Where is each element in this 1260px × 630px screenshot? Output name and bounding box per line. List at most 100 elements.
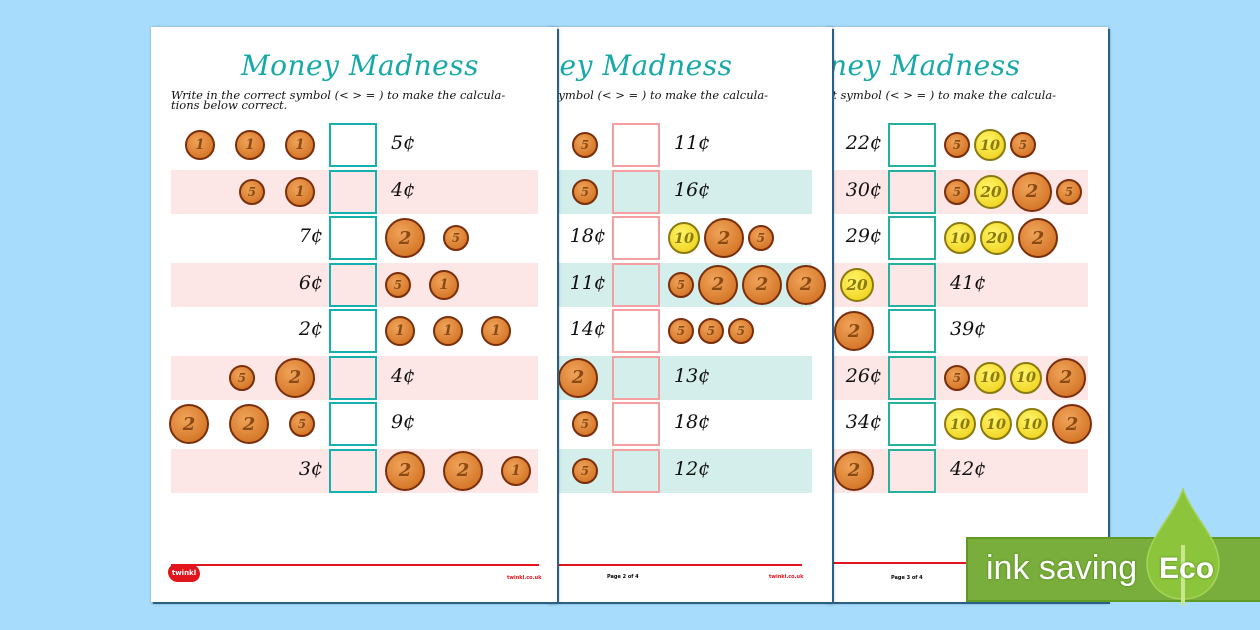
coin-2-cent: 2 (169, 404, 209, 444)
coin-2-cent: 2 (1052, 404, 1092, 444)
worksheet-page-3: ney Madness ect symbol (< > = ) to make … (825, 27, 1108, 602)
amount-left: 3¢ (298, 457, 323, 480)
amount-right: 4¢ (391, 178, 416, 201)
coin-5-cent: 5 (239, 178, 265, 205)
answer-box[interactable] (329, 262, 377, 307)
coin-5-cent: 5 (572, 132, 598, 158)
coin-5-cent: 5 (728, 318, 754, 344)
coin-10-cent: 10 (1016, 408, 1048, 440)
coin-5-cent: 5 (443, 225, 469, 251)
answer-box[interactable] (888, 355, 936, 400)
footer-line (547, 564, 802, 566)
coin-5-cent: 5 (572, 178, 598, 205)
coin-20-cent: 20 (840, 267, 874, 302)
coin-2-cent: 2 (834, 450, 874, 491)
answer-box[interactable] (612, 169, 660, 214)
answer-box[interactable] (329, 123, 377, 167)
coin-1-cent: 1 (285, 176, 315, 207)
answer-box[interactable] (888, 216, 936, 260)
twinkl-logo: twinkl (168, 564, 200, 582)
answer-box[interactable] (612, 402, 660, 446)
answer-box[interactable] (888, 262, 936, 307)
answer-box[interactable] (888, 123, 936, 167)
answer-box[interactable] (612, 355, 660, 400)
coin-1-cent: 1 (185, 130, 215, 160)
instructions: ect symbol (< > = ) to make the calcula-… (547, 88, 769, 102)
coin-1-cent: 1 (433, 316, 463, 346)
worksheet-page-1: Money Madness Write in the correct symbo… (151, 27, 557, 602)
coin-10-cent: 10 (944, 222, 976, 254)
coin-5-cent: 5 (289, 411, 315, 437)
site-link[interactable]: twinkl.co.uk (507, 575, 542, 581)
answer-box[interactable] (888, 169, 936, 214)
amount-left: 18¢ (569, 225, 606, 247)
answer-box[interactable] (612, 309, 660, 353)
answer-box[interactable] (612, 123, 660, 167)
amount-left: 14¢ (569, 318, 606, 340)
coin-5-cent: 5 (944, 178, 970, 205)
coin-5-cent: 5 (1010, 132, 1036, 158)
coin-10-cent: 10 (980, 408, 1012, 440)
footer-line (171, 564, 539, 566)
coin-20-cent: 20 (974, 174, 1008, 209)
page-number: Page 2 of 4 (607, 574, 639, 580)
coin-5-cent: 5 (698, 318, 724, 344)
coin-5-cent: 5 (668, 271, 694, 298)
instructions: ect symbol (< > = ) to make the calcula-… (825, 88, 1057, 111)
answer-box[interactable] (888, 448, 936, 493)
coin-5-cent: 5 (944, 132, 970, 158)
leaf-icon (1146, 487, 1220, 605)
answer-box[interactable] (329, 448, 377, 493)
instructions: Write in the correct symbol (< > = ) to … (171, 88, 506, 112)
row-stripe (171, 169, 538, 214)
coin-2-cent: 2 (786, 264, 826, 305)
amount-left: 22¢ (845, 132, 882, 154)
coin-10-cent: 10 (668, 222, 700, 254)
answer-box[interactable] (329, 216, 377, 260)
answer-box[interactable] (888, 402, 936, 446)
amount-right: 42¢ (950, 457, 987, 480)
coin-20-cent: 20 (980, 221, 1014, 255)
amount-left: 29¢ (845, 225, 882, 247)
amount-left: 6¢ (298, 271, 323, 294)
coin-1-cent: 1 (501, 455, 531, 486)
coin-2-cent: 2 (1012, 171, 1052, 212)
answer-box[interactable] (888, 309, 936, 353)
answer-box[interactable] (612, 262, 660, 307)
answer-box[interactable] (612, 448, 660, 493)
site-link[interactable]: twinkl.co.uk (769, 574, 804, 580)
coin-2-cent: 2 (704, 218, 744, 258)
answer-box[interactable] (329, 402, 377, 446)
page-title: ney Madness (547, 49, 733, 82)
amount-right: 41¢ (950, 271, 987, 294)
coin-2-cent: 2 (1018, 218, 1058, 258)
footer-line (825, 562, 1090, 564)
amount-left: 7¢ (298, 225, 323, 247)
coin-2-cent: 2 (275, 357, 315, 398)
amount-left: 34¢ (845, 411, 882, 433)
page-title: Money Madness (241, 49, 479, 82)
coin-1-cent: 1 (481, 316, 511, 346)
amount-right: 4¢ (391, 364, 416, 387)
amount-left: 30¢ (845, 178, 882, 201)
coin-5-cent: 5 (385, 271, 411, 298)
amount-right: 16¢ (674, 178, 711, 201)
amount-right: 12¢ (674, 457, 711, 480)
coin-2-cent: 2 (385, 450, 425, 491)
amount-left: 26¢ (845, 364, 882, 387)
coin-1-cent: 1 (235, 130, 265, 160)
answer-box[interactable] (612, 216, 660, 260)
coin-5-cent: 5 (944, 364, 970, 391)
coin-5-cent: 5 (572, 457, 598, 484)
coin-5-cent: 5 (229, 364, 255, 391)
coin-2-cent: 2 (1046, 357, 1086, 398)
answer-box[interactable] (329, 355, 377, 400)
answer-box[interactable] (329, 169, 377, 214)
coin-5-cent: 5 (1056, 178, 1082, 205)
answer-box[interactable] (329, 309, 377, 353)
amount-right: 39¢ (950, 318, 987, 340)
coin-2-cent: 2 (834, 311, 874, 351)
coin-2-cent: 2 (385, 218, 425, 258)
amount-right: 5¢ (391, 132, 416, 154)
row-stripe (171, 262, 538, 307)
